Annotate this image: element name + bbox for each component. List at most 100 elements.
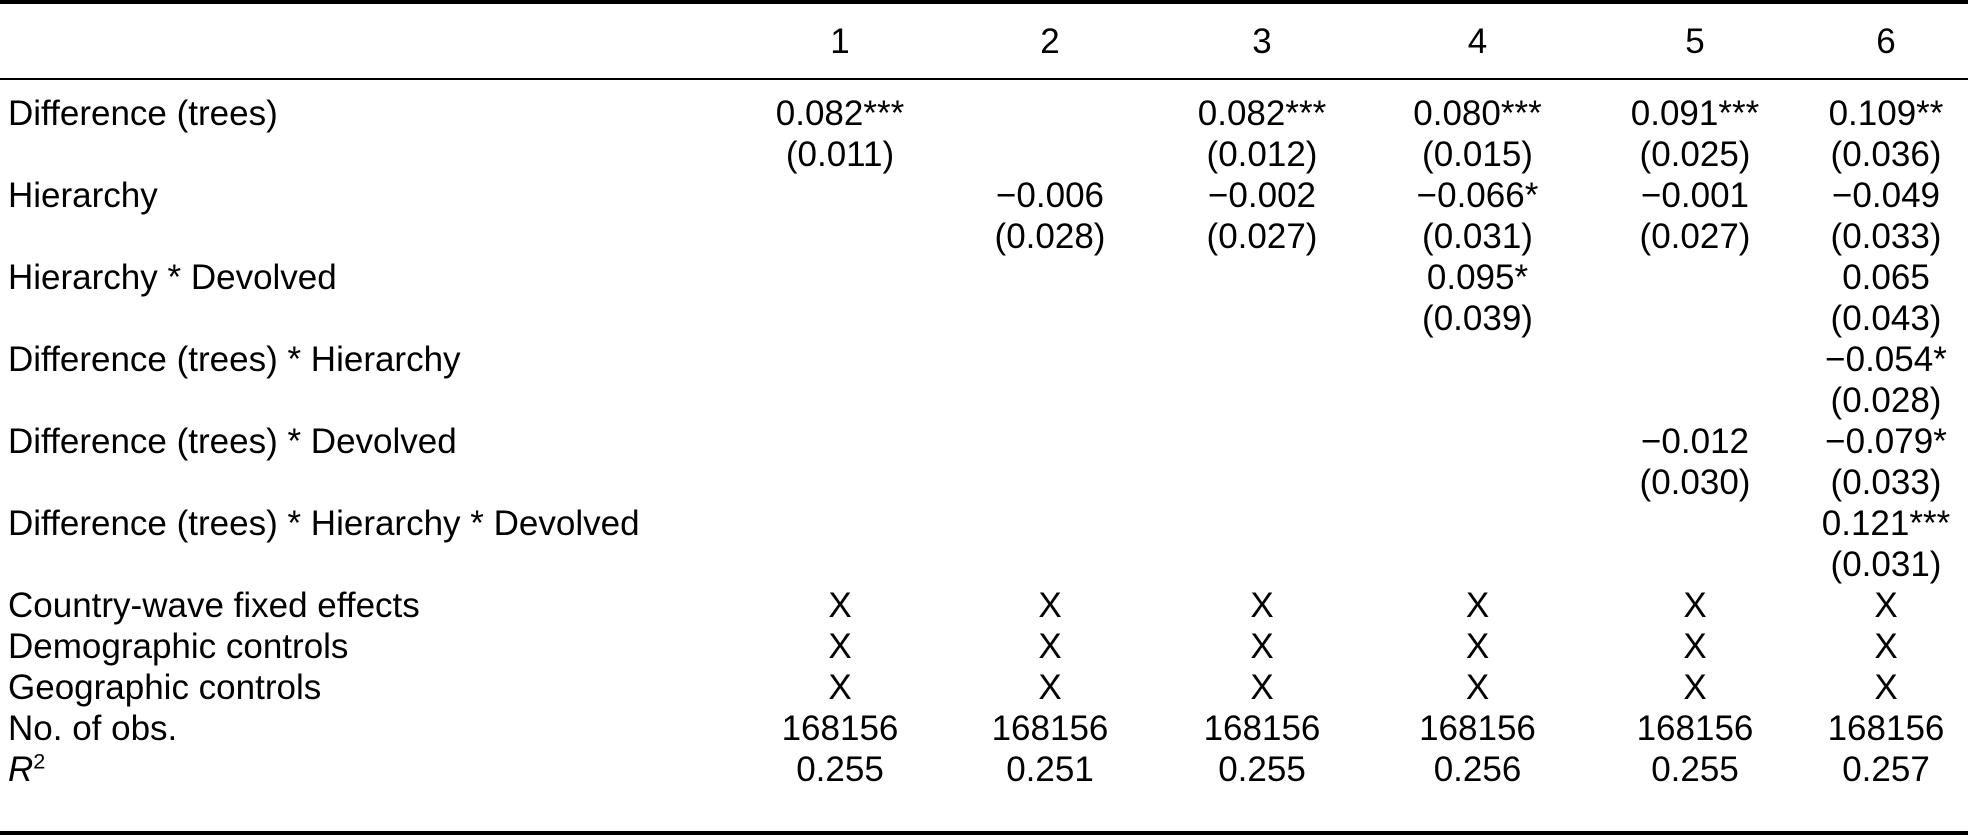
- coefficient-estimate: 0.095*: [1426, 258, 1529, 297]
- row-label: Country-wave fixed effects: [8, 586, 420, 625]
- column-header: 6: [1876, 21, 1896, 61]
- summary-row: R2 0.255 0.251 0.255 0.256 0.255 0.257: [0, 749, 1968, 790]
- row-label: Difference (trees) * Hierarchy * Devolve…: [8, 504, 640, 543]
- coefficient-estimate: −0.006: [995, 176, 1105, 215]
- coef-rows: Difference (trees) 0.082*** (0.011) 0.082**…: [0, 93, 1968, 585]
- summary-row: Demographic controls X X X X X X: [0, 626, 1968, 667]
- summary-value: 0.257: [1842, 750, 1930, 789]
- coef-row: Difference (trees) * Hierarchy −0.054* (0.…: [0, 339, 1968, 421]
- row-label: Difference (trees) * Devolved: [8, 422, 457, 461]
- summary-value: 0.251: [1006, 750, 1094, 789]
- summary-value: 168156: [1203, 709, 1321, 748]
- summary-value: X: [1683, 586, 1707, 625]
- summary-row: Geographic controls X X X X X X: [0, 667, 1968, 708]
- coef-row: Difference (trees) * Devolved −0.012 (0.03…: [0, 421, 1968, 503]
- summary-value: X: [1683, 627, 1707, 666]
- standard-error: (0.033): [1830, 463, 1942, 502]
- summary-value: X: [1465, 668, 1490, 707]
- standard-error: (0.015): [1422, 135, 1533, 174]
- standard-error: (0.039): [1422, 299, 1533, 338]
- standard-error: (0.012): [1206, 135, 1318, 174]
- bottom-rows: Country-wave fixed effects X X X X X X Demograp…: [0, 585, 1968, 790]
- standard-error: (0.028): [1830, 381, 1942, 420]
- standard-error: (0.025): [1639, 135, 1751, 174]
- header-row: 1 2 3 4 5 6: [0, 4, 1968, 78]
- row-label: Difference (trees) * Hierarchy: [8, 340, 461, 379]
- summary-value: X: [1250, 668, 1274, 707]
- header-rule: [0, 78, 1968, 80]
- bottom-rule: [0, 831, 1968, 835]
- standard-error: (0.031): [1422, 217, 1533, 256]
- standard-error: (0.033): [1830, 217, 1942, 256]
- coefficient-estimate: −0.012: [1640, 422, 1750, 461]
- summary-value: 0.255: [796, 750, 884, 789]
- coefficient-estimate: 0.082***: [775, 94, 905, 133]
- standard-error: (0.027): [1206, 217, 1318, 256]
- r-squared-symbol: R: [8, 750, 34, 789]
- coefficient-estimate: 0.080***: [1413, 94, 1542, 133]
- summary-value: X: [1250, 627, 1274, 666]
- summary-value: X: [1465, 627, 1490, 666]
- row-label: R2: [0, 749, 735, 790]
- summary-value: 0.255: [1218, 750, 1306, 789]
- summary-value: 168156: [991, 709, 1109, 748]
- standard-error: (0.043): [1830, 299, 1942, 338]
- summary-value: X: [1038, 627, 1062, 666]
- summary-value: X: [1683, 668, 1707, 707]
- coefficient-estimate: −0.066*: [1416, 176, 1539, 215]
- table-body: Difference (trees) 0.082*** (0.011) 0.082**…: [0, 80, 1968, 831]
- top-rule: [0, 0, 1968, 4]
- row-label: Demographic controls: [8, 627, 349, 666]
- coef-row: Hierarchy * Devolved 0.095* (0.039) 0.065 (0…: [0, 257, 1968, 339]
- standard-error: (0.030): [1639, 463, 1751, 502]
- coefficient-estimate: 0.109**: [1828, 94, 1944, 133]
- summary-value: X: [1874, 586, 1898, 625]
- summary-row: No. of obs. 168156 168156 168156 168156 16815…: [0, 708, 1968, 749]
- summary-value: X: [1874, 627, 1898, 666]
- coefficient-estimate: 0.065: [1842, 258, 1930, 297]
- coefficient-estimate: −0.079*: [1825, 422, 1947, 461]
- summary-value: 168156: [781, 709, 899, 748]
- summary-value: X: [828, 627, 852, 666]
- standard-error: (0.036): [1830, 135, 1942, 174]
- coefficient-estimate: 0.121***: [1821, 504, 1951, 543]
- row-label: Difference (trees): [8, 94, 278, 133]
- row-label: Hierarchy * Devolved: [8, 258, 337, 297]
- coefficient-estimate: 0.082***: [1197, 94, 1327, 133]
- standard-error: (0.027): [1639, 217, 1751, 256]
- coefficient-estimate: −0.049: [1831, 176, 1941, 215]
- summary-value: X: [828, 668, 852, 707]
- standard-error: (0.031): [1830, 545, 1942, 584]
- summary-row: Country-wave fixed effects X X X X X X: [0, 585, 1968, 626]
- row-label: No. of obs.: [8, 709, 178, 748]
- column-header: 1: [830, 21, 850, 61]
- summary-value: X: [828, 586, 852, 625]
- summary-value: 168156: [1827, 709, 1945, 748]
- row-label: Geographic controls: [8, 668, 322, 707]
- column-header: 3: [1252, 21, 1272, 61]
- column-header: 4: [1467, 21, 1488, 61]
- summary-value: 168156: [1419, 709, 1536, 748]
- summary-value: X: [1465, 586, 1490, 625]
- column-header: 5: [1685, 21, 1705, 61]
- coef-row: Difference (trees) 0.082*** (0.011) 0.082**…: [0, 93, 1968, 175]
- summary-value: X: [1038, 586, 1062, 625]
- row-label: Hierarchy: [8, 176, 158, 215]
- summary-value: X: [1874, 668, 1898, 707]
- standard-error: (0.011): [785, 135, 895, 174]
- summary-value: 0.255: [1651, 750, 1739, 789]
- coefficient-estimate: 0.091***: [1630, 94, 1760, 133]
- summary-value: X: [1038, 668, 1062, 707]
- coefficient-estimate: −0.001: [1640, 176, 1750, 215]
- summary-value: 0.256: [1433, 750, 1522, 789]
- summary-value: X: [1250, 586, 1274, 625]
- superscript: 2: [33, 748, 46, 774]
- standard-error: (0.028): [994, 217, 1106, 256]
- column-header: 2: [1040, 21, 1060, 61]
- coef-row: Difference (trees) * Hierarchy * Devolve…: [0, 503, 1968, 585]
- coefficient-estimate: −0.002: [1207, 176, 1317, 215]
- coefficient-estimate: −0.054*: [1825, 340, 1947, 379]
- coef-row: Hierarchy −0.006 (0.028) −0.002 (0.027) −0.06…: [0, 175, 1968, 257]
- summary-value: 168156: [1636, 709, 1754, 748]
